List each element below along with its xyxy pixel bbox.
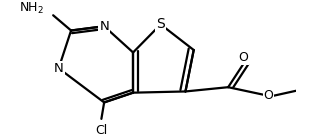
Text: N: N	[54, 62, 64, 75]
Text: S: S	[156, 17, 165, 31]
Text: O: O	[263, 89, 273, 102]
Text: Cl: Cl	[95, 124, 108, 137]
Text: O: O	[238, 51, 248, 64]
Text: NH$_2$: NH$_2$	[18, 1, 43, 16]
Text: N: N	[99, 20, 109, 33]
